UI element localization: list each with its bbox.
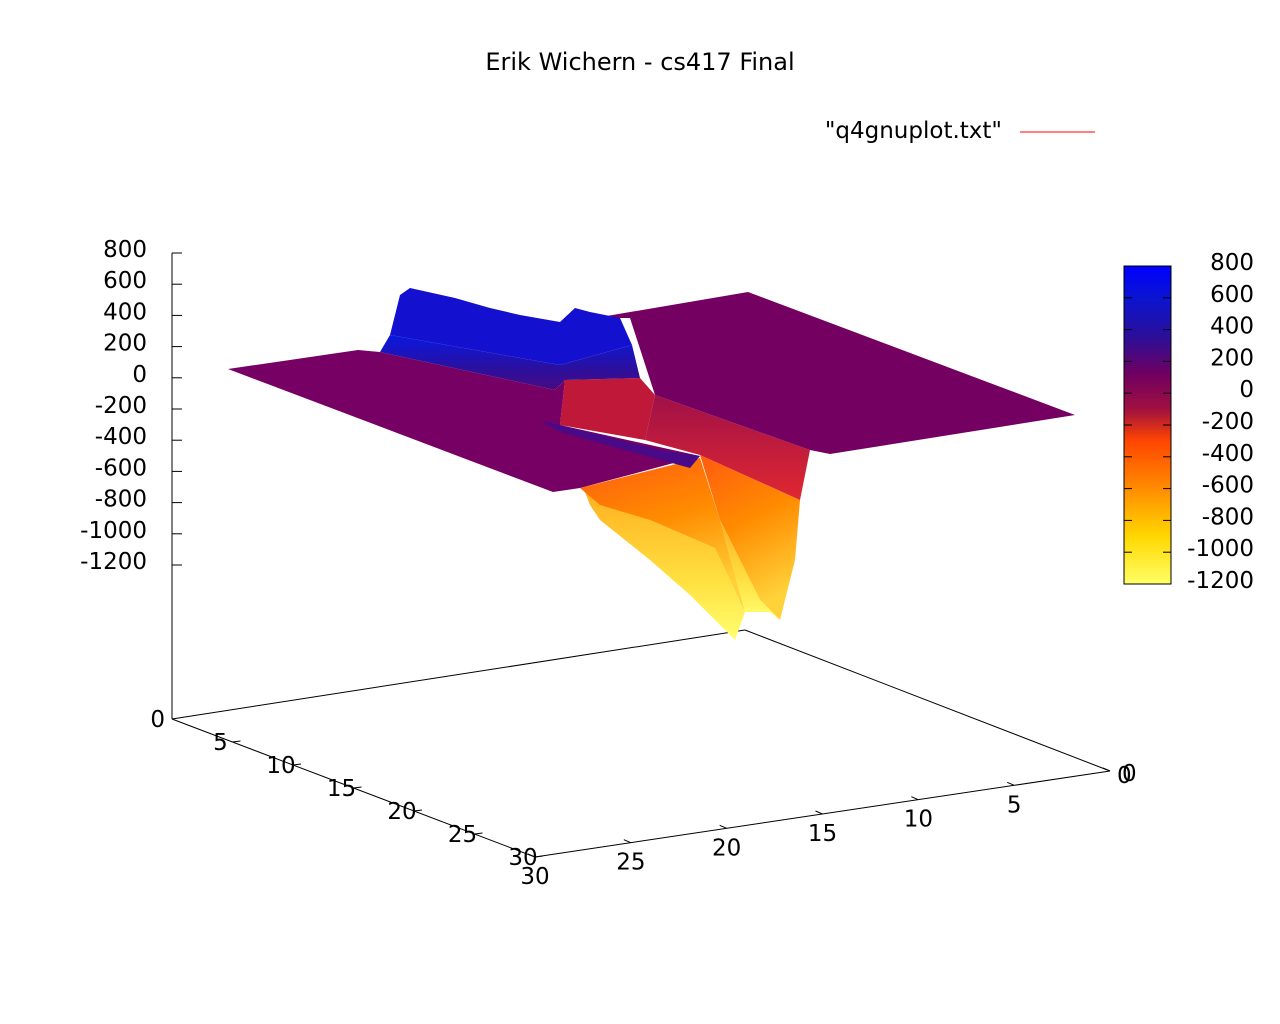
- x-origin-label: 0: [1117, 763, 1132, 789]
- y-tick-mark: [534, 855, 544, 858]
- colorbar-tick-label: -600: [1202, 473, 1254, 499]
- x-tick-mark: [719, 824, 727, 829]
- legend: "q4gnuplot.txt": [825, 118, 1095, 144]
- z-tick-label: 0: [132, 362, 147, 388]
- y-tick-label: 20: [387, 799, 416, 825]
- y-tick-mark: [353, 786, 362, 789]
- trough-right-orange: [700, 455, 800, 620]
- x-tick-mark: [527, 853, 536, 858]
- trough-yellow-face: [585, 492, 745, 640]
- y-tick-label: 5: [213, 730, 228, 756]
- x-tick-mark: [1006, 781, 1015, 786]
- chart-title: Erik Wichern - cs417 Final: [485, 48, 794, 76]
- y-tick-mark: [292, 763, 302, 766]
- z-tick-label: -600: [95, 455, 147, 481]
- colorbar-tick-label: 600: [1210, 282, 1254, 308]
- ridge-blue-wall: [380, 335, 640, 390]
- z-axis-ticks: 800 600 400 200 0 -200 -400 -600 -800 -1000 -1200: [80, 237, 182, 575]
- colorbar-tick-label: 800: [1210, 250, 1254, 276]
- z-tick-label: -800: [95, 487, 147, 513]
- colorbar-tick-label: 0: [1239, 377, 1254, 403]
- z-base-label: 0: [150, 707, 165, 733]
- y-tick-mark: [474, 832, 483, 835]
- colorbar-tick-label: -800: [1202, 504, 1254, 530]
- z-tick-label: -200: [95, 393, 147, 419]
- legend-label: "q4gnuplot.txt": [825, 118, 1002, 144]
- x-tick-label: 15: [808, 821, 837, 847]
- y-tick-label: 10: [266, 753, 295, 779]
- y-axis-ticks: 5 10 15 20 25 30 0: [213, 730, 1131, 871]
- x-tick-label: 10: [904, 807, 933, 833]
- x-axis-ticks: 30 25 20 15 10 5 0: [520, 761, 1136, 890]
- x-tick-label: 30: [520, 864, 549, 890]
- plateau-left: [228, 350, 700, 492]
- colorbar: 800 600 400 200 0 -200 -400 -600 -800 -1000 -1200: [1123, 250, 1254, 594]
- colorbar-tick-label: -1000: [1187, 536, 1254, 562]
- y-tick-mark: [413, 809, 423, 812]
- z-tick-label: 600: [103, 268, 147, 294]
- ridge-blue-top: [390, 288, 632, 365]
- back-axis-right: [744, 629, 1111, 772]
- y-tick-label: 30: [508, 845, 537, 871]
- z-tick-label: -1000: [80, 518, 147, 544]
- trough-orange-face: [580, 458, 745, 612]
- colorbar-tick-label: -1200: [1187, 568, 1254, 594]
- y-tick-mark: [232, 740, 241, 743]
- x-tick-label: 0: [1122, 761, 1137, 787]
- y-tick-label: 25: [448, 822, 477, 848]
- colorbar-tick-label: -400: [1202, 441, 1254, 467]
- x-tick-label: 25: [616, 850, 645, 876]
- colorbar-tick-label: 200: [1210, 345, 1254, 371]
- x-tick-mark: [623, 839, 632, 844]
- z-tick-label: -400: [95, 424, 147, 450]
- z-tick-label: 800: [103, 237, 147, 263]
- colorbar-tick-label: 400: [1210, 314, 1254, 340]
- x-tick-mark: [1102, 767, 1111, 772]
- trough-right-yellow: [720, 520, 780, 620]
- z-tick-label: -1200: [80, 549, 147, 575]
- spike-red-band: [560, 378, 655, 440]
- x-tick-label: 20: [712, 835, 741, 861]
- plateau-right: [595, 292, 1075, 454]
- z-tick-label: 200: [103, 331, 147, 357]
- back-axis-left: [171, 629, 746, 720]
- colorbar-tick-label: -200: [1202, 409, 1254, 435]
- y-tick-label: 15: [327, 776, 356, 802]
- x-tick-mark: [815, 810, 823, 815]
- z-tick-label: 400: [103, 299, 147, 325]
- x-tick-mark: [911, 796, 919, 801]
- trough-red-slope: [645, 395, 810, 500]
- surface: [228, 288, 1075, 640]
- x-tick-label: 5: [1007, 792, 1022, 818]
- plateau-ridge-strip: [540, 420, 700, 468]
- colorbar-ticks: 800 600 400 200 0 -200 -400 -600 -800 -1000 -1200: [1124, 250, 1254, 594]
